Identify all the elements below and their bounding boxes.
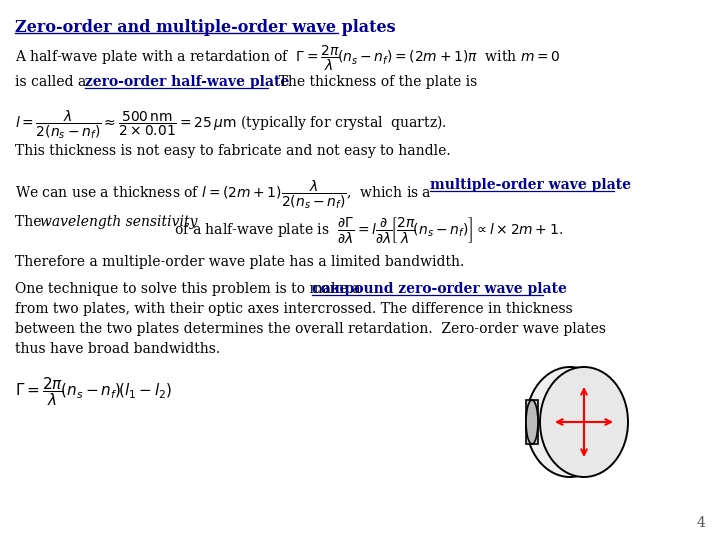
Text: Therefore a multiple-order wave plate has a limited bandwidth.: Therefore a multiple-order wave plate ha… [15, 255, 464, 269]
Text: 4: 4 [696, 516, 705, 530]
Bar [526, 400, 538, 444]
Text: is called a: is called a [15, 75, 91, 89]
Text: multiple-order wave plate: multiple-order wave plate [430, 178, 631, 192]
Text: compound zero-order wave plate: compound zero-order wave plate [312, 282, 567, 296]
Text: The: The [15, 215, 46, 229]
Text: $l = \dfrac{\lambda}{2(n_s - n_f)} \approx \dfrac{500\,\mathrm{nm}}{2 \times 0.0: $l = \dfrac{\lambda}{2(n_s - n_f)} \appr… [15, 108, 446, 141]
Ellipse shape [526, 400, 538, 444]
Text: wavelength sensitivity: wavelength sensitivity [40, 215, 197, 229]
Text: We can use a thickness of $l = (2m+1)\dfrac{\lambda}{2(n_s - n_f)}$,  which is a: We can use a thickness of $l = (2m+1)\df… [15, 178, 432, 211]
Text: $\Gamma = \dfrac{2\pi}{\lambda}\!\left(n_s - n_f\right)\!\left(l_1 - l_2\right)$: $\Gamma = \dfrac{2\pi}{\lambda}\!\left(n… [15, 375, 172, 408]
Text: One technique to solve this problem is to make a: One technique to solve this problem is t… [15, 282, 365, 296]
Text: zero-order half-wave plate: zero-order half-wave plate [85, 75, 289, 89]
Text: thus have broad bandwidths.: thus have broad bandwidths. [15, 342, 220, 356]
Text: . The thickness of the plate is: . The thickness of the plate is [270, 75, 477, 89]
Text: between the two plates determines the overall retardation.  Zero-order wave plat: between the two plates determines the ov… [15, 322, 606, 336]
Text: .: . [616, 178, 620, 192]
Ellipse shape [526, 367, 614, 477]
Text: This thickness is not easy to fabricate and not easy to handle.: This thickness is not easy to fabricate … [15, 144, 451, 158]
Text: A half-wave plate with a retardation of  $\Gamma = \dfrac{2\pi}{\lambda}\!\left(: A half-wave plate with a retardation of … [15, 44, 561, 73]
Text: of a half-wave plate is  $\dfrac{\partial\Gamma}{\partial\lambda} = l\dfrac{\par: of a half-wave plate is $\dfrac{\partial… [170, 215, 563, 245]
Text: Zero-order and multiple-order wave plates: Zero-order and multiple-order wave plate… [15, 19, 395, 36]
Ellipse shape [540, 367, 628, 477]
Text: from two plates, with their optic axes intercrossed. The difference in thickness: from two plates, with their optic axes i… [15, 302, 572, 316]
